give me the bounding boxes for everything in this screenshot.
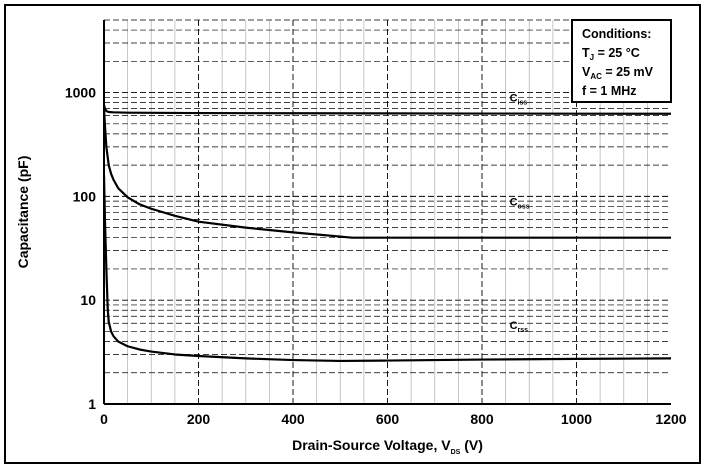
conditions-line: f = 1 MHz [582,84,637,98]
conditions-title: Conditions: [582,27,651,41]
conditions-line: VAC = 25 mV [582,65,654,81]
series-label-Crss: Crss [510,320,529,334]
conditions-line-sub: AC [590,72,602,81]
x-tick-label: 1200 [655,411,686,427]
x-tick-label: 0 [100,411,108,427]
grid-lines [103,19,671,405]
series-label-main: C [510,320,518,332]
conditions-line: TJ = 25 °C [582,46,640,62]
tick-labels: 0 200 400 600 800 1000 1200 1 10 100 1000 [65,85,687,427]
x-tick-label: 800 [470,411,494,427]
x-tick-label: 400 [281,411,305,427]
x-axis-label-main: Drain-Source Voltage, V [292,437,451,453]
conditions-line-sub: J [590,53,594,62]
x-axis-label: Drain-Source Voltage, VDS (V) [292,437,483,456]
series-line-Ciss [102,104,672,115]
x-axis-label-unit: (V) [460,437,483,453]
series-label-Ciss: Ciss [510,93,528,107]
series-label-main: C [510,196,518,208]
x-tick-label: 200 [187,411,211,427]
series-label-sub: oss [518,203,530,210]
x-tick-label: 1000 [561,411,592,427]
series-line-Coss [102,108,671,239]
series-line-Crss [102,175,672,363]
conditions-line-main: T [582,46,590,60]
x-tick-label: 600 [376,411,400,427]
series-label-sub: iss [518,100,528,107]
series-label-Coss: Coss [510,196,530,210]
conditions-line-rest: = 25 mV [602,65,654,79]
y-tick-label: 10 [80,292,96,308]
y-tick-label: 1000 [65,85,96,101]
y-tick-label: 1 [88,396,96,412]
conditions-line-rest: = 25 °C [594,46,640,60]
y-axis-label: Capacitance (pF) [15,156,31,269]
x-axis-label-sub: DS [451,449,461,456]
conditions-box [571,19,672,103]
conditions-line-main: V [582,65,591,79]
conditions-line-main: f = 1 MHz [582,84,637,98]
series-label-sub: rss [518,327,529,334]
series-label-main: C [510,93,518,105]
y-tick-label: 100 [73,188,97,204]
